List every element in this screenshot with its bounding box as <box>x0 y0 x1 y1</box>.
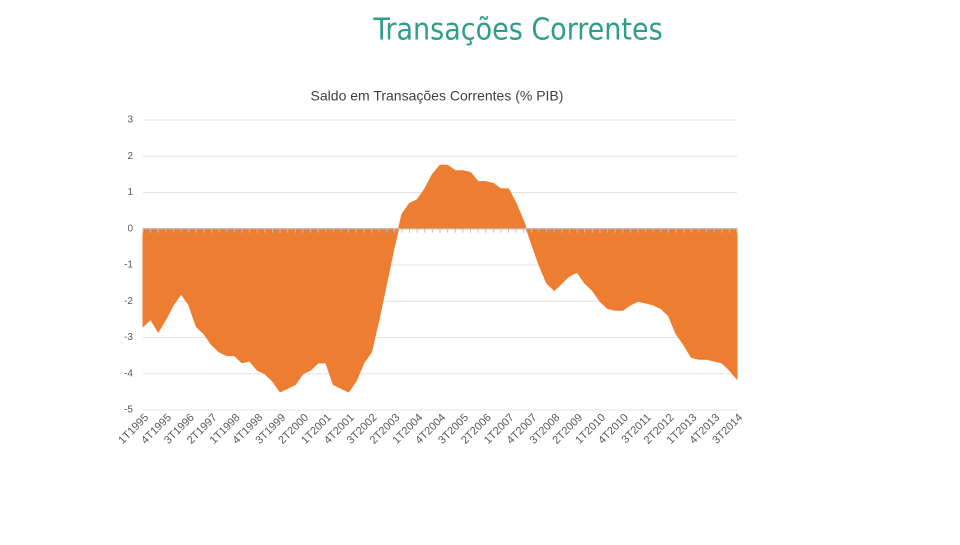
y-tick-label: 3 <box>127 115 133 126</box>
y-tick-label: -1 <box>124 260 133 271</box>
area <box>142 164 738 393</box>
y-tick-label: 2 <box>127 151 133 162</box>
y-tick-label: -3 <box>124 332 133 343</box>
y-tick-label: 0 <box>127 223 133 234</box>
chart-title: Saldo em Transações Correntes (% PIB) <box>311 88 564 104</box>
slide-title: Transações Correntes <box>372 13 662 48</box>
y-tick-label: -2 <box>124 296 133 307</box>
y-tick-label: 1 <box>127 187 133 198</box>
y-tick-label: -4 <box>124 368 133 379</box>
y-tick-label: -5 <box>124 405 133 416</box>
